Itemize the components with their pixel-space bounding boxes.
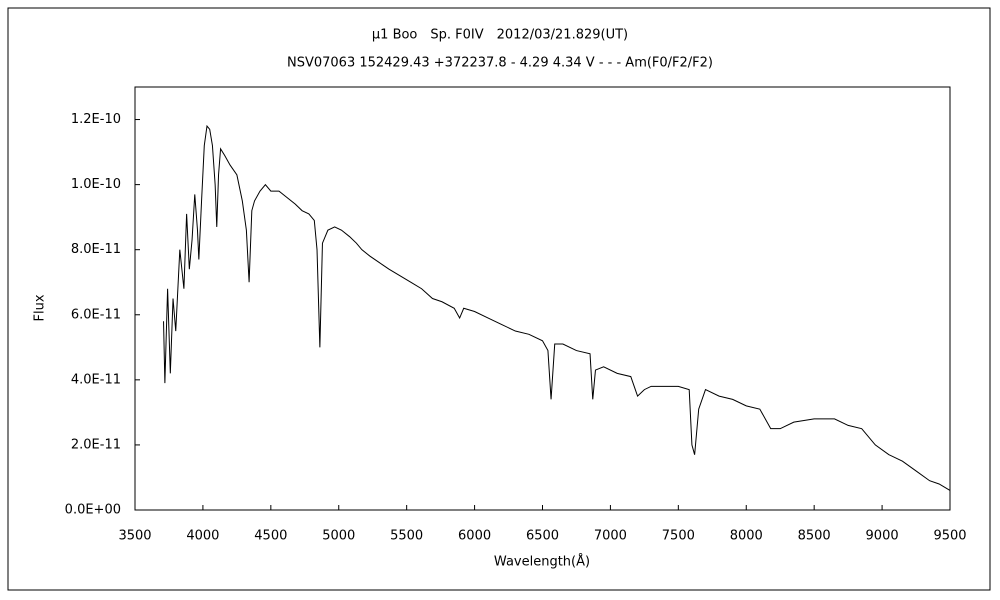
x-tick-label: 7000 <box>594 529 627 544</box>
x-tick-label: 8500 <box>798 529 831 544</box>
y-tick-label: 1.0E-10 <box>71 177 121 192</box>
x-axis-label: Wavelength(Å) <box>494 554 590 570</box>
x-tick-label: 9500 <box>933 529 966 544</box>
spectrum-line <box>163 124 951 491</box>
x-tick-label: 5000 <box>322 529 355 544</box>
y-tick-label: 4.0E-11 <box>71 372 121 387</box>
x-tick-label: 5500 <box>390 529 423 544</box>
x-tick-label: 6000 <box>458 529 491 544</box>
y-tick-label: 2.0E-11 <box>71 437 121 452</box>
x-tick-label: 9000 <box>866 529 899 544</box>
frame <box>7 7 991 591</box>
x-tick-label: 6500 <box>526 529 559 544</box>
x-tick-label: 4500 <box>254 529 287 544</box>
x-tick-label: 4000 <box>186 529 219 544</box>
chart-subtitle: NSV07063 152429.43 +372237.8 - 4.29 4.34… <box>287 56 713 71</box>
x-tick-label: 3500 <box>118 529 151 544</box>
chart-title: μ1 Boo Sp. F0IV 2012/03/21.829(UT) <box>372 28 628 43</box>
x-tick-label: 7500 <box>662 529 695 544</box>
x-tick-label: 8000 <box>730 529 763 544</box>
y-tick-label: 6.0E-11 <box>71 307 121 322</box>
y-tick-label: 1.2E-10 <box>71 112 121 127</box>
y-axis-label: Flux <box>33 294 48 321</box>
y-tick-label: 8.0E-11 <box>71 242 121 257</box>
y-tick-label: 0.0E+00 <box>65 503 121 518</box>
